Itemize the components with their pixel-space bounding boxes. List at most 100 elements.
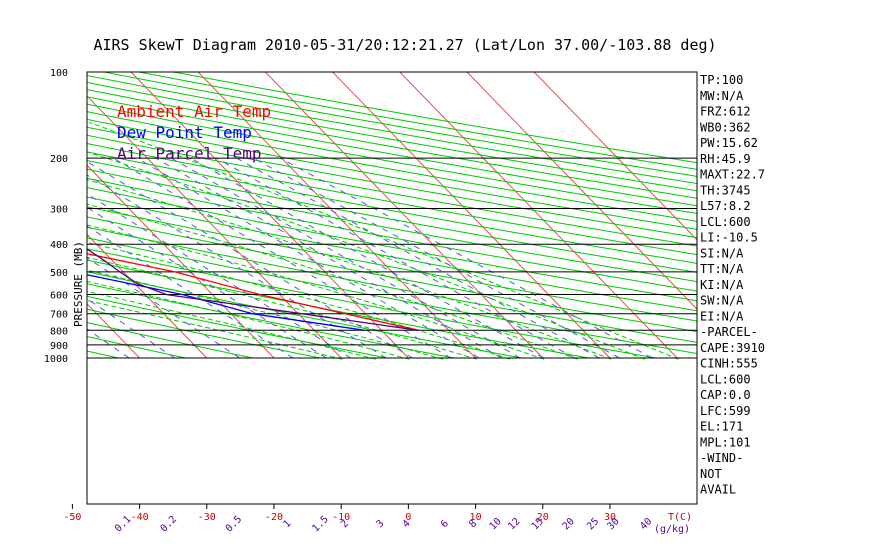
dry-adiabat-line — [87, 237, 697, 355]
pressure-tick-label: 900 — [50, 341, 68, 352]
mixing-ratio-tick-label: 6 — [439, 518, 451, 530]
series-line-ambient-temp — [87, 253, 419, 331]
mixing-ratio-unit-label: (g/kg) — [654, 524, 690, 535]
dry-adiabat-line — [87, 160, 697, 273]
dry-adiabat-line — [87, 216, 697, 333]
dry-adiabat-line — [87, 271, 522, 359]
sounding-index-label: WB0:362 — [700, 120, 751, 134]
sounding-index-label: -WIND- — [700, 451, 743, 465]
sounding-index-label: MPL:101 — [700, 435, 751, 449]
legend-entry: Dew Point Temp — [117, 123, 252, 142]
dry-adiabat-line — [87, 177, 697, 292]
dry-adiabat-line — [87, 151, 697, 264]
series-line-dew-point — [87, 274, 365, 331]
dry-adiabat-line — [87, 96, 697, 207]
chart-title: AIRS SkewT Diagram 2010-05-31/20:12:21.2… — [93, 36, 716, 54]
sounding-index-label: LFC:599 — [700, 404, 751, 418]
sounding-index-label: SW:N/A — [700, 294, 744, 308]
y-axis-label: PRESSURE (MB) — [72, 241, 85, 327]
sounding-index-label: TH:3745 — [700, 183, 751, 197]
sounding-index-label: -PARCEL- — [700, 325, 758, 339]
dry-adiabat-line — [87, 168, 697, 283]
sounding-index-label: SI:N/A — [700, 246, 744, 260]
sounding-index-label: EI:N/A — [700, 309, 744, 323]
isotherm-line — [466, 72, 697, 310]
bottom-temp-tick-label: -50 — [63, 512, 81, 523]
mixing-ratio-tick-label: 12 — [506, 516, 522, 532]
mixing-ratio-tick-label: 0.5 — [224, 514, 245, 535]
mixing-ratio-line — [216, 157, 575, 359]
bottom-temp-tick-label: 20 — [537, 512, 549, 523]
sounding-index-label: EL:171 — [700, 420, 743, 434]
bottom-temp-tick-label: -30 — [198, 512, 216, 523]
mixing-ratio-tick-label: 20 — [561, 516, 577, 532]
background-grid — [0, 72, 697, 360]
pressure-tick-label: 400 — [50, 240, 68, 251]
mixing-ratio-line — [87, 225, 294, 359]
isotherm-line — [533, 72, 697, 241]
sounding-index-label: NOT — [700, 467, 722, 481]
pressure-tick-label: 300 — [50, 204, 68, 215]
dry-adiabat-line — [87, 259, 589, 359]
bottom-temp-tick-label: -20 — [265, 512, 283, 523]
dry-adiabat-line — [87, 308, 321, 359]
mixing-ratio-tick-label: 1.5 — [310, 514, 331, 535]
bottom-temp-tick-label: 0 — [405, 512, 411, 523]
moist-adiabat-line — [87, 280, 410, 360]
moist-adiabat-line — [87, 256, 477, 360]
pressure-tick-label: 500 — [50, 268, 68, 279]
sounding-index-label: MAXT:22.7 — [700, 168, 765, 182]
cape-hatching — [87, 249, 96, 256]
isotherm-line — [399, 72, 678, 359]
dry-adiabat-line — [87, 187, 697, 302]
bottom-temp-tick-label: -10 — [332, 512, 350, 523]
x-axis-label: T(C) — [668, 512, 692, 523]
dry-adiabat-line — [0, 72, 51, 358]
mixing-ratio-line — [190, 157, 544, 359]
sounding-index-label: KI:N/A — [700, 278, 744, 292]
sounding-index-label: PW:15.62 — [700, 136, 758, 150]
mixing-ratio-tick-label: 10 — [488, 516, 504, 532]
pressure-tick-label: 700 — [50, 310, 68, 321]
dry-adiabat-line — [87, 103, 697, 214]
pressure-tick-label: 1000 — [44, 354, 68, 365]
pressure-tick-label: 100 — [50, 68, 68, 79]
sounding-index-label: L57:8.2 — [700, 199, 751, 213]
dry-adiabat-line — [87, 283, 455, 359]
dry-adiabat-line — [87, 248, 657, 359]
sounding-index-label: CAPE:3910 — [700, 341, 765, 355]
sounding-index-label: CINH:555 — [700, 357, 758, 371]
isotherm-line — [0, 72, 5, 358]
plot-frame — [86, 71, 698, 505]
mixing-ratio-line — [87, 257, 241, 359]
mixing-ratio-line — [253, 157, 620, 359]
dry-adiabat-line — [87, 206, 697, 322]
mixing-ratio-line — [87, 160, 413, 359]
sounding-index-label: LCL:600 — [700, 372, 751, 386]
series-line-parcel-temp — [87, 248, 419, 331]
isotherm-line — [87, 233, 208, 359]
sounding-index-label: FRZ:612 — [700, 105, 751, 119]
mixing-ratio-tick-label: 25 — [585, 516, 601, 532]
dry-adiabat-line — [87, 142, 697, 256]
dry-adiabat-line — [87, 295, 388, 359]
bottom-temp-tick-label: 30 — [604, 512, 616, 523]
mixing-ratio-line — [87, 174, 387, 359]
isotherm-line — [265, 72, 544, 359]
sounding-series — [87, 248, 419, 331]
dry-adiabat-line — [87, 134, 697, 247]
dry-adiabat-line — [87, 226, 697, 343]
isotherm-line — [87, 95, 342, 359]
sounding-index-label: AVAIL — [700, 483, 736, 497]
legend: Ambient Air Temp Dew Point Temp Air Parcel… — [117, 102, 271, 163]
mixing-ratio-tick-label: 3 — [375, 518, 387, 530]
pressure-tick-label: 600 — [50, 291, 68, 302]
bottom-temp-tick-label: -40 — [131, 512, 149, 523]
sounding-index-label: LCL:600 — [700, 215, 751, 229]
dry-adiabat-line — [87, 118, 697, 230]
mixing-ratio-line — [87, 193, 351, 359]
moist-adiabat-line — [87, 151, 645, 360]
dry-adiabat-line — [87, 322, 253, 359]
legend-entry: Air Parcel Temp — [117, 144, 262, 163]
